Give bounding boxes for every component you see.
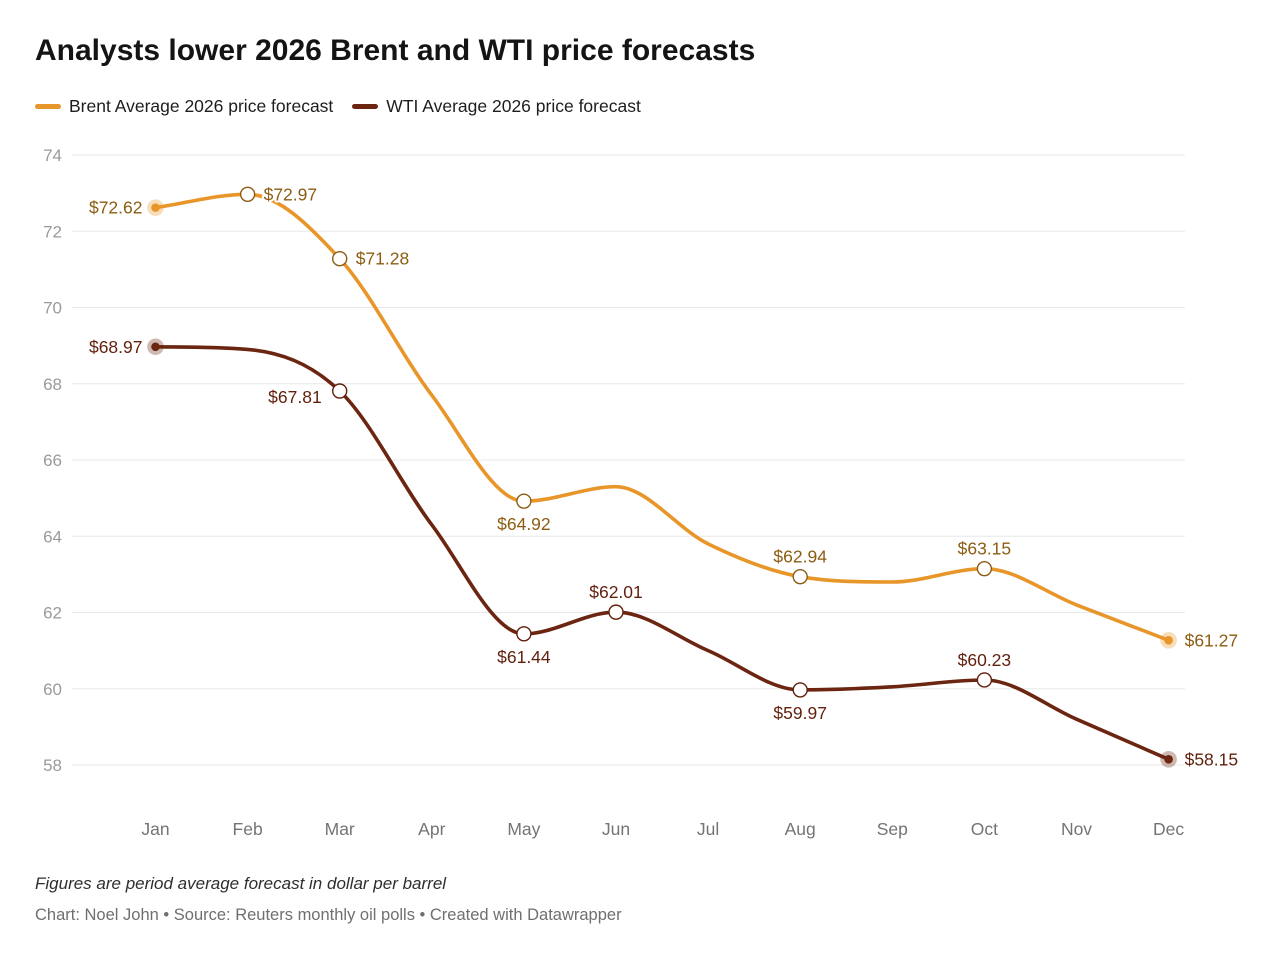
wti-line-swatch-icon [352,104,379,110]
chart-byline: Chart: Noel John • Source: Reuters month… [35,906,622,924]
y-tick-label: 58 [43,756,62,775]
x-tick-label: Feb [233,819,263,839]
brent-line-swatch-icon [35,104,61,110]
y-tick-label: 62 [43,604,62,623]
wti-line [153,345,1171,762]
data-point-marker [1164,754,1173,764]
legend-label-wti: WTI Average 2026 price forecast [386,96,641,116]
brent-line [153,192,1171,643]
data-point-marker [516,493,532,509]
data-point-marker [792,568,808,585]
data-point-label: $68.97 [89,337,143,357]
data-point-label: $62.94 [773,547,827,567]
x-tick-label: Jan [141,819,169,839]
y-tick-label: 68 [43,375,62,394]
data-point-marker [608,604,624,620]
y-tick-label: 70 [43,299,62,318]
y-tick-label: 64 [43,527,62,546]
data-point-label: $71.28 [356,249,410,269]
data-point-marker [239,186,256,202]
x-tick-label: Apr [418,819,445,839]
chart-legend: Brent Average 2026 price forecast WTI Av… [35,96,641,116]
data-point-marker [516,626,532,642]
x-tick-label: May [507,819,540,839]
x-tick-label: Jun [602,819,630,839]
data-point-marker [976,672,993,688]
data-point-marker [976,560,993,577]
data-point-label: $63.15 [958,539,1012,559]
data-point-label: $58.15 [1185,749,1239,769]
y-tick-label: 74 [43,146,62,165]
x-tick-label: Mar [325,819,355,839]
data-point-marker [151,342,160,352]
legend-item-wti: WTI Average 2026 price forecast [352,96,641,116]
data-point-label: $72.62 [89,198,143,218]
data-point-marker [792,682,808,698]
data-point-label: $62.01 [589,582,643,602]
data-point-label: $64.92 [497,514,551,534]
y-tick-label: 60 [43,680,62,699]
data-point-label: $72.97 [264,184,318,204]
x-tick-label: Oct [971,819,998,839]
data-point-label: $60.23 [958,650,1012,670]
legend-label-brent: Brent Average 2026 price forecast [69,96,334,116]
y-tick-label: 66 [43,451,62,470]
x-tick-label: Dec [1153,819,1184,839]
data-point-label: $67.81 [268,387,322,407]
data-point-label: $59.97 [773,703,827,723]
x-tick-label: Aug [785,819,816,839]
data-point-marker [151,203,160,212]
x-tick-label: Sep [877,819,908,839]
chart-title: Analysts lower 2026 Brent and WTI price … [35,34,756,67]
legend-item-brent: Brent Average 2026 price forecast [35,96,334,116]
data-point-marker [332,383,348,399]
y-tick-label: 72 [43,222,62,241]
data-point-label: $61.44 [497,647,551,667]
x-tick-label: Nov [1061,819,1092,839]
chart-footnote: Figures are period average forecast in d… [35,874,447,893]
data-point-marker [1164,636,1173,645]
x-tick-label: Jul [697,819,719,839]
data-point-marker [332,251,348,267]
data-point-label: $61.27 [1185,630,1239,650]
